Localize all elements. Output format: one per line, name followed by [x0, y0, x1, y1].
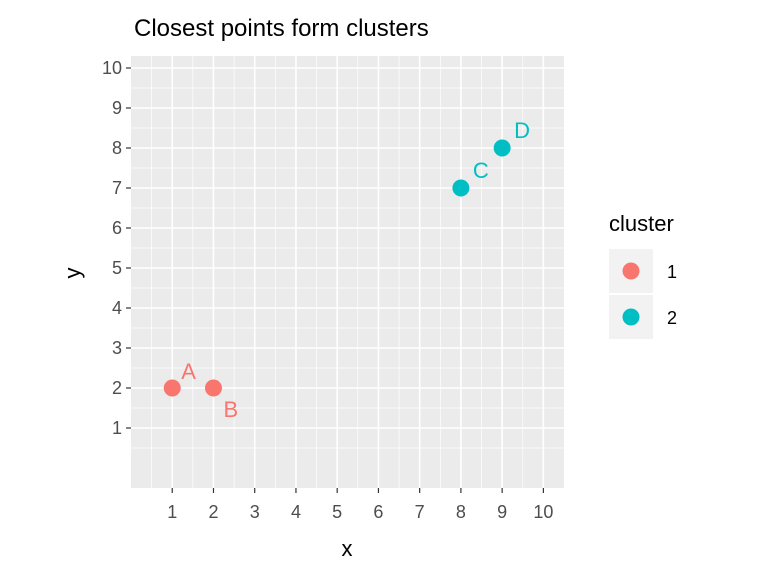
- x-tick-label: 5: [332, 502, 342, 522]
- legend-key-marker: [622, 262, 640, 280]
- y-tick-label: 9: [112, 98, 122, 118]
- x-tick-label: 7: [415, 502, 425, 522]
- y-tick-label: 6: [112, 218, 122, 238]
- y-axis-title: y: [60, 268, 85, 279]
- x-tick-label: 10: [533, 502, 553, 522]
- y-tick-label: 8: [112, 138, 122, 158]
- y-axis-ticks: 1 2 3 4 5 6 7 8 9 10: [102, 58, 131, 438]
- chart-title: Closest points form clusters: [134, 15, 429, 42]
- x-tick-label: 9: [497, 502, 507, 522]
- point-label-d: D: [514, 118, 530, 143]
- legend-label-2: 2: [667, 308, 677, 328]
- x-tick-label: 1: [167, 502, 177, 522]
- x-tick-label: 3: [250, 502, 260, 522]
- y-tick-label: 3: [112, 338, 122, 358]
- minor-grid: [131, 56, 564, 488]
- y-tick-label: 2: [112, 378, 122, 398]
- x-tick-label: 2: [208, 502, 218, 522]
- y-tick-label: 10: [102, 58, 122, 78]
- legend-title: cluster: [609, 211, 674, 236]
- x-axis-title: x: [342, 536, 353, 561]
- legend: cluster 1 2: [609, 211, 677, 339]
- data-point-a: [163, 379, 181, 397]
- data-point-d: [493, 139, 511, 157]
- point-label-c: C: [473, 158, 489, 183]
- legend-key-marker: [622, 308, 640, 326]
- data-point-c: [452, 179, 470, 197]
- point-labels: A B CD: [181, 118, 530, 422]
- y-tick-label: 4: [112, 298, 122, 318]
- y-tick-label: 1: [112, 418, 122, 438]
- y-tick-label: 7: [112, 178, 122, 198]
- y-tick-label: 5: [112, 258, 122, 278]
- major-grid: [131, 56, 564, 488]
- data-points: [163, 139, 511, 397]
- x-axis-ticks: 1 2 3 4 5 6 7 8 9 10: [167, 488, 553, 522]
- point-label-a: A: [181, 359, 196, 384]
- point-label-b: B: [223, 397, 238, 422]
- data-point-b: [204, 379, 222, 397]
- plot-panel: [131, 56, 564, 488]
- legend-label-1: 1: [667, 262, 677, 282]
- x-tick-label: 6: [373, 502, 383, 522]
- x-tick-label: 4: [291, 502, 301, 522]
- x-tick-label: 8: [456, 502, 466, 522]
